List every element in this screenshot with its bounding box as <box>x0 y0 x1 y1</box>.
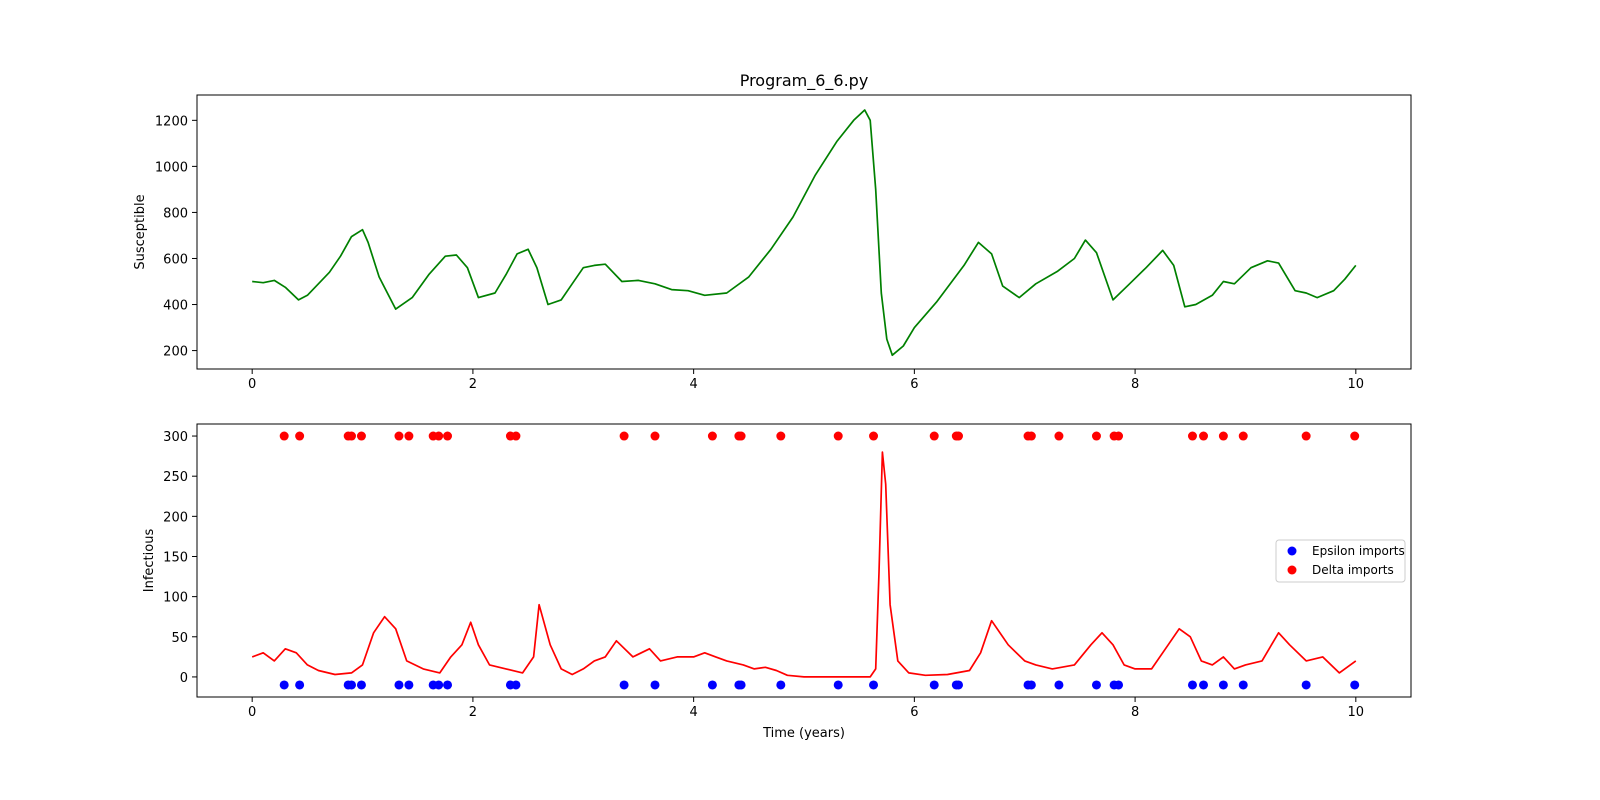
y-tick-label: 400 <box>163 299 188 314</box>
import-marker <box>1199 431 1209 441</box>
y-tick-label: 50 <box>171 631 188 646</box>
import-marker <box>650 431 660 441</box>
import-marker <box>279 680 289 690</box>
import-marker <box>707 431 717 441</box>
y-tick-label: 150 <box>163 550 188 565</box>
import-marker <box>869 431 879 441</box>
import-marker <box>929 680 939 690</box>
import-marker <box>1187 431 1197 441</box>
import-marker <box>1026 680 1036 690</box>
import-marker <box>1054 431 1064 441</box>
import-marker <box>434 680 444 690</box>
series-line <box>251 451 1357 678</box>
legend: Epsilon imports Delta imports <box>1275 539 1406 583</box>
import-marker <box>404 680 414 690</box>
import-marker <box>619 431 629 441</box>
x-tick-label: 4 <box>689 377 697 392</box>
chart-title: Program_6_6.py <box>740 71 869 91</box>
import-marker <box>1026 431 1036 441</box>
legend-marker <box>1287 546 1297 556</box>
y-tick-label: 600 <box>163 252 188 267</box>
import-marker <box>1199 680 1209 690</box>
import-marker <box>776 431 786 441</box>
import-marker <box>394 680 404 690</box>
import-marker <box>736 431 746 441</box>
x-tick-label: 2 <box>469 377 477 392</box>
y-tick-label: 0 <box>180 671 188 686</box>
x-tick-label: 2 <box>469 705 477 720</box>
x-tick-label: 0 <box>248 377 256 392</box>
x-tick-label: 0 <box>248 705 256 720</box>
infectious-chart: 0 2 4 6 8 10050100150200250300InfectiousTime … <box>142 423 1412 741</box>
import-marker <box>869 680 879 690</box>
import-marker <box>1114 680 1124 690</box>
import-marker <box>1301 431 1311 441</box>
import-marker <box>1350 680 1360 690</box>
import-marker <box>650 680 660 690</box>
x-axis-label: Time (years) <box>762 726 845 741</box>
x-tick-label: 10 <box>1348 705 1365 720</box>
series-line <box>252 109 1357 357</box>
import-marker <box>776 680 786 690</box>
import-marker <box>511 431 521 441</box>
import-marker <box>394 431 404 441</box>
import-marker <box>443 431 453 441</box>
x-tick-label: 8 <box>1131 705 1139 720</box>
import-marker <box>1187 680 1197 690</box>
y-tick-label: 200 <box>163 345 188 360</box>
import-marker <box>1054 680 1064 690</box>
y-tick-label: 1200 <box>155 114 188 129</box>
x-tick-label: 10 <box>1348 377 1365 392</box>
legend-label: Epsilon imports <box>1312 544 1405 558</box>
import-marker <box>347 431 357 441</box>
x-tick-label: 6 <box>910 377 918 392</box>
import-marker <box>443 680 453 690</box>
import-marker <box>707 680 717 690</box>
import-marker <box>1350 431 1360 441</box>
x-tick-label: 4 <box>689 705 697 720</box>
import-marker <box>954 431 964 441</box>
import-marker <box>356 680 366 690</box>
import-marker <box>404 431 414 441</box>
y-tick-label: 1000 <box>155 160 188 175</box>
import-marker <box>295 680 305 690</box>
y-tick-label: 250 <box>163 470 188 485</box>
import-marker <box>736 680 746 690</box>
import-marker <box>833 680 843 690</box>
y-tick-label: 300 <box>163 430 188 445</box>
y-axis-label: Susceptible <box>133 194 148 269</box>
x-tick-label: 6 <box>910 705 918 720</box>
import-marker <box>1091 680 1101 690</box>
x-tick-label: 8 <box>1131 377 1139 392</box>
legend-label: Delta imports <box>1312 563 1394 577</box>
legend-marker <box>1287 565 1297 575</box>
import-marker <box>356 431 366 441</box>
y-tick-label: 200 <box>163 510 188 525</box>
import-marker <box>1238 431 1248 441</box>
import-marker <box>279 431 289 441</box>
import-marker <box>295 431 305 441</box>
import-marker <box>954 680 964 690</box>
import-marker <box>511 680 521 690</box>
import-marker <box>1238 680 1248 690</box>
import-marker <box>1114 431 1124 441</box>
legend-frame <box>1275 539 1406 583</box>
susceptible-chart: Program_6_6.py 0 2 4 6 8 10 200 400 600 800 1000 120… <box>133 71 1412 392</box>
import-marker <box>619 680 629 690</box>
y-tick-label: 800 <box>163 206 188 221</box>
import-marker <box>347 680 357 690</box>
import-marker <box>1218 431 1228 441</box>
y-axis-label: Infectious <box>142 529 157 593</box>
import-marker <box>1091 431 1101 441</box>
plot-frame <box>196 423 1412 698</box>
import-marker <box>1301 680 1311 690</box>
import-marker <box>833 431 843 441</box>
import-marker <box>1218 680 1228 690</box>
y-tick-label: 100 <box>163 591 188 606</box>
import-marker <box>434 431 444 441</box>
plot-frame <box>196 94 1412 370</box>
import-marker <box>929 431 939 441</box>
